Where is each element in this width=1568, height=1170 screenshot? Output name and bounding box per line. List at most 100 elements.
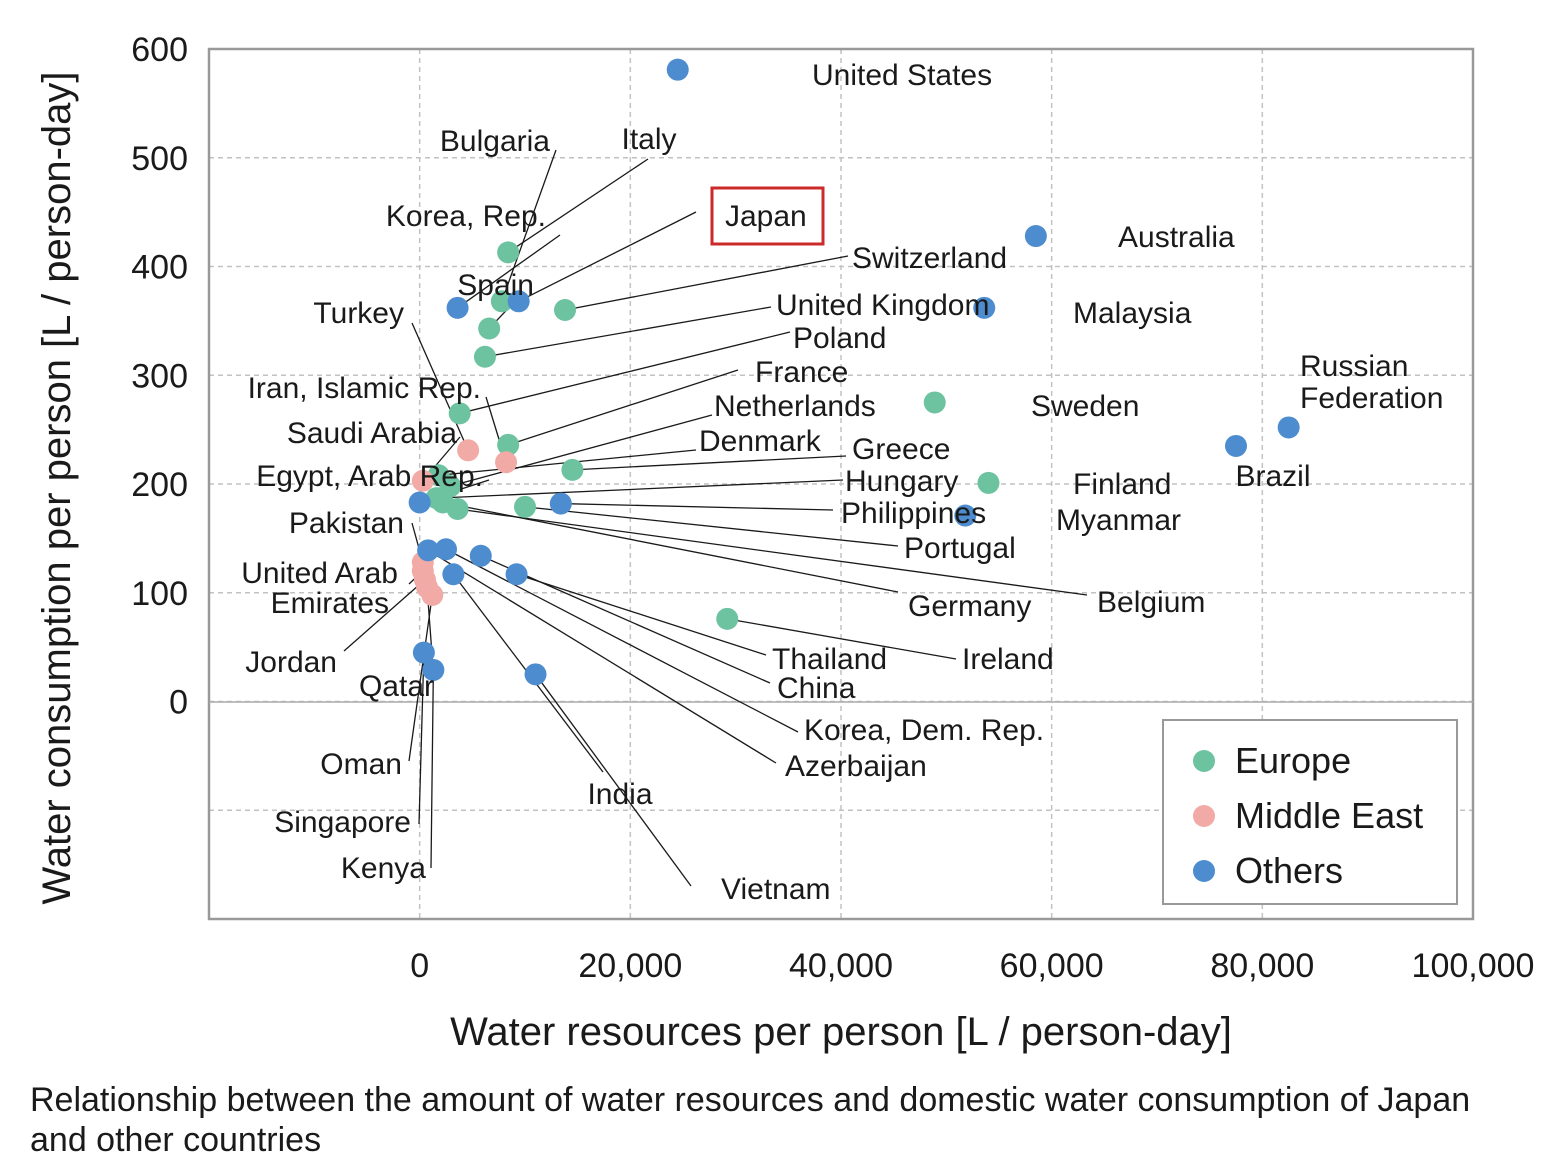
label-russian-federation: Russian Federation	[1300, 350, 1443, 415]
point-saudi-arabia	[411, 469, 434, 492]
legend-marker-others	[1193, 860, 1215, 882]
label-jordan: Jordan	[245, 646, 337, 679]
label-germany: Germany	[908, 590, 1031, 623]
point-turkey	[457, 439, 480, 462]
data-points	[408, 58, 1300, 686]
japan-highlight-box	[710, 186, 825, 246]
point-china	[469, 544, 492, 567]
leader-greece	[572, 455, 847, 471]
point-russian-federation	[1277, 416, 1300, 439]
label-singapore: Singapore	[274, 806, 411, 839]
leader-united-kingdom	[484, 306, 772, 358]
point-kenya	[422, 658, 445, 681]
point-united-states	[666, 58, 689, 81]
label-finland: Finland	[1073, 468, 1171, 501]
y-axis-ticks: 0 100 200 300 400 500 600	[131, 31, 188, 722]
point-iran-islamic-rep	[495, 451, 518, 474]
point-switzerland	[554, 299, 577, 321]
x-tick-label: 0	[410, 947, 429, 985]
label-portugal: Portugal	[904, 532, 1016, 565]
point-india	[442, 563, 465, 586]
y-tick-label: 400	[131, 249, 188, 287]
point-spain	[478, 317, 501, 340]
leader-japan	[518, 211, 697, 302]
label-united-kingdom: United Kingdom	[776, 289, 989, 322]
label-united-arab-emirates: United Arab Emirates	[241, 557, 398, 620]
point-ireland	[716, 607, 739, 630]
label-italy: Italy	[621, 123, 676, 156]
leader-poland	[459, 331, 791, 414]
label-bulgaria: Bulgaria	[440, 125, 550, 158]
x-tick-label: 80,000	[1210, 947, 1314, 985]
point-korea-dem-rep	[435, 538, 457, 561]
leader-china	[480, 555, 771, 684]
leader-azerbaijan	[427, 549, 777, 764]
leader-vietnam	[535, 673, 692, 887]
label-brazil: Brazil	[1235, 460, 1310, 493]
point-italy	[497, 241, 520, 264]
legend-label-europe: Europe	[1235, 740, 1351, 781]
leader-philippines	[560, 502, 834, 511]
point-japan	[507, 290, 530, 313]
x-axis-ticks: 0 20,000 40,000 60,000 80,000 100,000	[410, 947, 1534, 985]
label-spain: Spain	[457, 269, 534, 302]
leader-switzerland	[564, 255, 849, 311]
legend: Europe Middle East Others	[1162, 719, 1458, 905]
leader-netherlands	[450, 414, 713, 487]
leader-kenya	[430, 669, 435, 869]
y-tick-label: 300	[131, 357, 188, 395]
point-egypt-arab-rep	[408, 491, 431, 514]
point-oman	[421, 583, 444, 606]
label-poland: Poland	[793, 322, 886, 355]
y-axis-label: Water consumption per person [L / person…	[35, 71, 79, 904]
label-saudi-arabia: Saudi Arabia	[287, 417, 457, 450]
label-japan: Japan	[725, 200, 807, 233]
label-qatar: Qatar	[359, 670, 434, 703]
point-bulgaria	[490, 290, 513, 313]
x-tick-label: 100,000	[1412, 947, 1535, 985]
point-united-kingdom	[473, 345, 496, 368]
label-oman: Oman	[320, 748, 402, 781]
label-netherlands: Netherlands	[714, 390, 876, 423]
point-france	[497, 433, 520, 456]
y-tick-label: 600	[131, 31, 188, 69]
point-malaysia	[973, 296, 996, 319]
point-australia	[1024, 225, 1047, 248]
point-finland	[977, 471, 1000, 494]
leader-bulgaria	[501, 149, 557, 302]
legend-items: Europe Middle East Others	[1193, 740, 1423, 891]
label-malaysia: Malaysia	[1073, 297, 1192, 330]
y-tick-label: 500	[131, 140, 188, 178]
legend-label-middle-east: Middle East	[1235, 795, 1423, 836]
legend-marker-middle-east	[1193, 805, 1215, 827]
y-tick-label: 0	[169, 684, 188, 722]
leader-hungary	[436, 479, 844, 499]
label-egypt-arab-rep: Egypt, Arab Rep.	[256, 460, 483, 493]
label-korea-dem-rep: Korea, Dem. Rep.	[804, 714, 1044, 747]
y-tick-label: 100	[131, 575, 188, 613]
x-tick-label: 40,000	[789, 947, 893, 985]
leader-jordan	[343, 579, 426, 652]
label-vietnam: Vietnam	[721, 873, 831, 906]
label-denmark: Denmark	[699, 425, 822, 458]
leader-oman	[408, 594, 433, 762]
label-united-states: United States	[812, 59, 992, 92]
label-hungary: Hungary	[845, 465, 958, 498]
leader-korea-rep	[457, 234, 561, 309]
figure-caption: Relationship between the amount of water…	[30, 1081, 1471, 1159]
label-iran-islamic-rep: Iran, Islamic Rep.	[248, 372, 481, 405]
point-singapore	[412, 641, 435, 664]
point-belgium	[446, 498, 469, 521]
plot-frame	[207, 47, 1475, 921]
label-pakistan: Pakistan	[289, 507, 404, 540]
leader-portugal	[524, 506, 899, 547]
x-tick-label: 60,000	[1000, 947, 1104, 985]
leader-turkey	[411, 322, 469, 451]
leader-thailand	[516, 573, 767, 656]
label-australia: Australia	[1118, 221, 1235, 254]
label-thailand: Thailand	[772, 643, 887, 676]
label-ireland: Ireland	[962, 643, 1054, 676]
point-greece	[561, 458, 584, 481]
label-india: India	[587, 778, 652, 811]
label-korea-rep: Korea, Rep.	[386, 200, 546, 233]
